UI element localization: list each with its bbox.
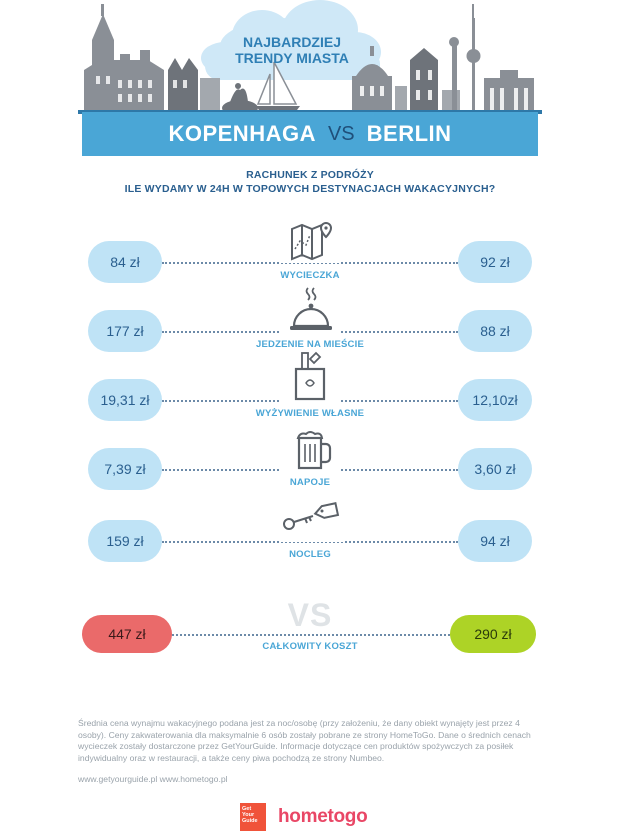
gyg-logo-line1: Get bbox=[242, 806, 252, 812]
total-row: 447 zł 290 zł CAŁKOWITY KOSZT bbox=[0, 609, 620, 659]
source-links: www.getyourguide.pl www.hometogo.pl bbox=[78, 774, 228, 784]
price-right: 92 zł bbox=[458, 241, 532, 283]
cost-row-napoje: 7,39 zł 3,60 zł NAPOJE bbox=[0, 428, 620, 494]
cloche-icon bbox=[280, 284, 340, 338]
header: NAJBARDZIEJ TRENDY MIASTA KOPENHAGA VS B… bbox=[0, 0, 620, 160]
cloud-title-line1: NAJBARDZIEJ bbox=[242, 34, 341, 50]
cloud-title-line2: TRENDY MIASTA bbox=[235, 50, 349, 66]
city-left-title: KOPENHAGA bbox=[168, 121, 316, 146]
cost-row-jedzenie: 177 zł 88 zł JEDZENIE NA MIEŚCIE bbox=[0, 284, 620, 356]
grocery-bag-icon bbox=[280, 349, 340, 407]
map-icon bbox=[280, 219, 340, 263]
total-right-price: 290 zł bbox=[450, 615, 536, 653]
gyg-logo-line2: Your bbox=[242, 812, 255, 818]
city-right-title: BERLIN bbox=[366, 121, 452, 146]
row-label: NAPOJE bbox=[289, 477, 331, 488]
cost-row-nocleg: 159 zł 94 zł NOCLEG bbox=[0, 498, 620, 566]
row-label: WYŻYWIENIE WŁASNE bbox=[255, 408, 365, 419]
cost-row-wyzywienie: 19,31 zł 12,10zł WYŻYWIENIE WŁASNE bbox=[0, 349, 620, 425]
price-left: 177 zł bbox=[88, 310, 162, 352]
title-banner: KOPENHAGA VS BERLIN bbox=[82, 112, 538, 156]
price-right: 88 zł bbox=[458, 310, 532, 352]
cloud-title: NAJBARDZIEJ TRENDY MIASTA bbox=[212, 34, 372, 66]
price-right: 94 zł bbox=[458, 520, 532, 562]
subtitle: RACHUNEK Z PODRÓŻY ILE WYDAMY W 24H W TO… bbox=[0, 168, 620, 196]
price-left: 19,31 zł bbox=[88, 379, 162, 421]
total-vs: VS bbox=[287, 597, 333, 633]
price-left: 159 zł bbox=[88, 520, 162, 562]
key-tag-icon bbox=[279, 498, 344, 542]
subtitle-line2: ILE WYDAMY W 24H W TOPOWYCH DESTYNACJACH… bbox=[124, 183, 496, 195]
total-label: CAŁKOWITY KOSZT bbox=[262, 641, 358, 652]
price-left: 84 zł bbox=[88, 241, 162, 283]
row-label: WYCIECZKA bbox=[280, 270, 340, 281]
price-right: 12,10zł bbox=[458, 379, 532, 421]
dotted-connector bbox=[172, 634, 450, 636]
subtitle-line1: RACHUNEK Z PODRÓŻY bbox=[246, 169, 374, 181]
row-label: JEDZENIE NA MIEŚCIE bbox=[256, 339, 364, 350]
cost-row-wycieczka: 84 zł 92 zł WYCIECZKA bbox=[0, 219, 620, 287]
banner-vs: VS bbox=[327, 122, 355, 145]
getyourguide-logo: Get Your Guide bbox=[240, 803, 266, 831]
hometogo-logo: hometogo bbox=[278, 806, 368, 827]
footnote: Średnia cena wynajmu wakacyjnego podana … bbox=[78, 718, 531, 763]
total-left-price: 447 zł bbox=[82, 615, 172, 653]
gyg-logo-line3: Guide bbox=[242, 818, 258, 824]
row-label: NOCLEG bbox=[289, 549, 331, 560]
beer-mug-icon bbox=[280, 428, 340, 478]
price-left: 7,39 zł bbox=[88, 448, 162, 490]
price-right: 3,60 zł bbox=[458, 448, 532, 490]
cloud-shape bbox=[201, 0, 381, 80]
